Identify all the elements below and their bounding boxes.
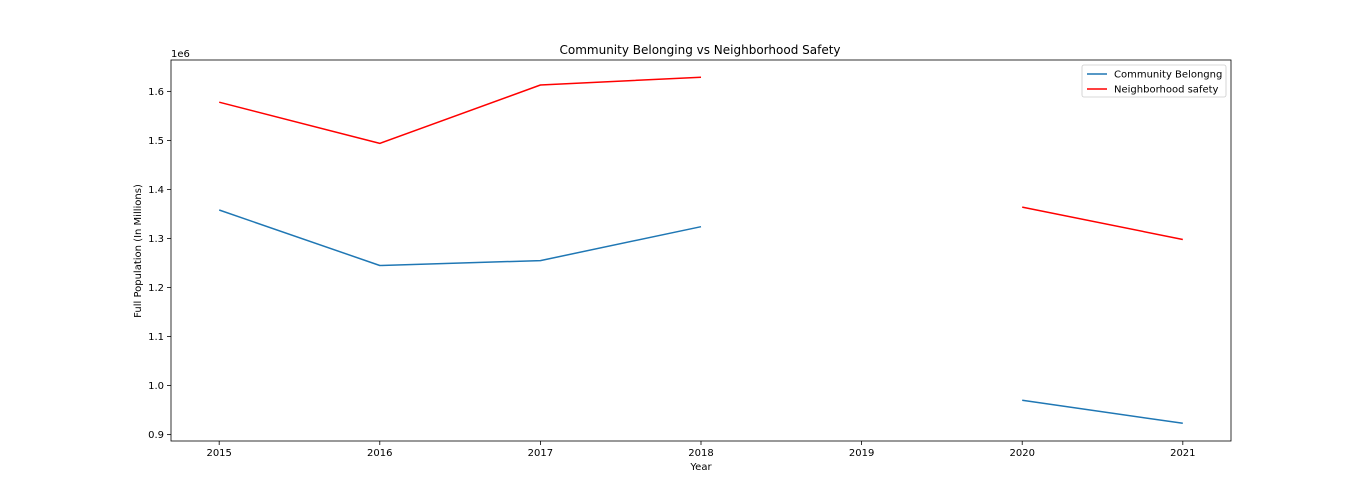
x-axis-title: Year <box>689 462 712 473</box>
legend-box <box>1081 64 1227 98</box>
y-tick-label: 1.3 <box>148 234 164 245</box>
y-axis-title: Full Population (In Millions) <box>133 184 144 318</box>
series-line-2 <box>219 76 702 145</box>
x-tick-label: 2017 <box>528 448 553 459</box>
y-tick-label: 1.6 <box>148 87 164 98</box>
x-tick-label: 2020 <box>1009 448 1034 459</box>
plot-area: 2015 2016 2017 2018 2019 2020 2021 0.9 1.0 1.1 1.2… <box>148 59 1232 459</box>
x-tick-label: 2021 <box>1170 448 1195 459</box>
legend: Community Belongng Neighborhood safety <box>1081 64 1227 98</box>
y-offset-label: 1e6 <box>171 49 190 60</box>
y-tick-label: 1.0 <box>148 381 164 392</box>
chart-title: Community Belonging vs Neighborhood Safe… <box>559 43 840 57</box>
series-line-1 <box>218 209 702 267</box>
y-tick-label: 1.4 <box>148 185 164 196</box>
x-tick-label: 2019 <box>849 448 874 459</box>
y-tick-label: 1.5 <box>148 136 164 147</box>
y-tick-label: 1.2 <box>148 283 164 294</box>
x-tick-label: 2015 <box>206 448 231 459</box>
series-line-2 <box>1022 206 1183 241</box>
x-tick-label: 2016 <box>367 448 392 459</box>
x-tick-label: 2018 <box>688 448 713 459</box>
legend-label: Neighborhood safety <box>1114 85 1219 96</box>
y-tick-label: 0.9 <box>148 430 164 441</box>
y-tick-label: 1.1 <box>148 332 164 343</box>
series-line-1 <box>1022 399 1183 425</box>
legend-label: Community Belongng <box>1114 70 1222 81</box>
